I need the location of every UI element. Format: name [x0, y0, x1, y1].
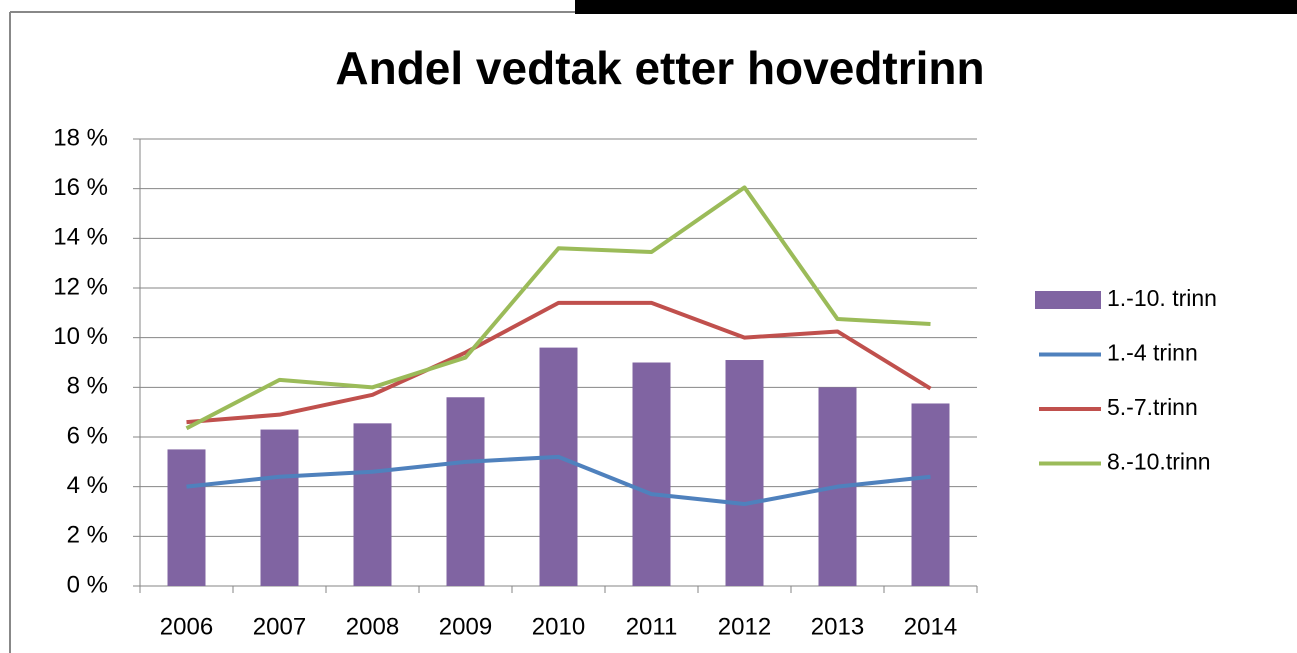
line — [186, 454, 931, 507]
bar — [632, 362, 671, 586]
x-tick-label: 2013 — [811, 613, 864, 640]
x-tick-label: 2006 — [160, 613, 213, 640]
x-tick-label: 2011 — [626, 613, 678, 640]
legend-swatch — [1035, 291, 1101, 309]
y-tick-label: 16 % — [53, 174, 108, 201]
x-tick-label: 2009 — [439, 613, 492, 640]
top-bar — [575, 0, 1297, 14]
x-tick-label: 2007 — [253, 613, 306, 640]
y-tick-label: 14 % — [53, 224, 108, 251]
bar — [260, 429, 299, 586]
bar — [167, 449, 206, 586]
bar — [446, 397, 485, 586]
bar — [725, 360, 764, 586]
legend-label: 1.-10. trinn — [1107, 285, 1217, 311]
bar — [911, 403, 950, 586]
y-tick-label: 0 % — [67, 571, 108, 598]
y-tick-label: 10 % — [53, 323, 108, 350]
y-tick-label: 18 % — [53, 124, 108, 151]
legend-label: 8.-10.trinn — [1107, 449, 1211, 475]
line — [186, 300, 932, 425]
line — [185, 185, 931, 431]
y-tick-label: 8 % — [67, 373, 108, 400]
legend-label: 5.-7.trinn — [1107, 394, 1198, 420]
y-tick-label: 12 % — [53, 273, 108, 300]
y-tick-label: 6 % — [67, 422, 108, 449]
bar — [353, 423, 392, 586]
legend-label: 1.-4 trinn — [1107, 340, 1198, 366]
x-tick-label: 2012 — [718, 613, 771, 640]
bar — [539, 347, 578, 586]
x-tick-label: 2014 — [904, 613, 957, 640]
y-tick-label: 4 % — [67, 472, 108, 499]
x-tick-label: 2008 — [346, 613, 399, 640]
x-tick-label: 2010 — [532, 613, 585, 640]
chart-title: Andel vedtak etter hovedtrinn — [335, 42, 984, 94]
y-tick-label: 2 % — [67, 522, 108, 549]
